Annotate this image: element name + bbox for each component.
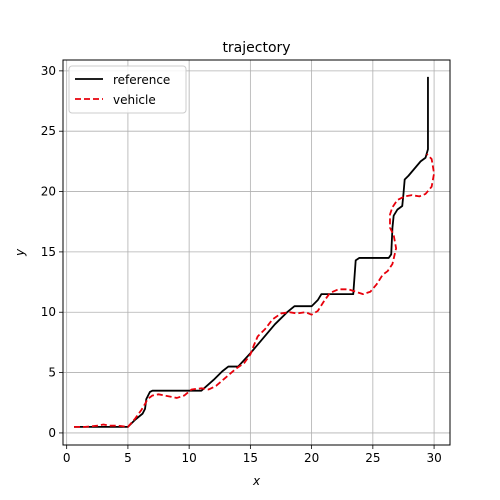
y-tick-label: 30 (41, 64, 56, 78)
x-tick-label: 15 (243, 451, 258, 465)
y-tick-label: 20 (41, 185, 56, 199)
chart-title: trajectory (222, 40, 290, 56)
legend-frame (68, 65, 187, 114)
y-tick-label: 10 (41, 305, 56, 319)
x-tick-label: 20 (304, 451, 319, 465)
plot-frame (62, 59, 451, 446)
series-line-vehicle (74, 153, 435, 428)
x-tick-label: 0 (63, 451, 71, 465)
y-tick-label: 25 (41, 124, 56, 138)
y-tick-label: 0 (48, 426, 56, 440)
grid (63, 60, 450, 445)
legend-label-vehicle: vehicle (113, 93, 156, 107)
x-tick-label: 5 (124, 451, 132, 465)
y-tick-label: 15 (41, 245, 56, 259)
x-tick-label: 25 (365, 451, 380, 465)
x-tick-label: 10 (182, 451, 197, 465)
legend-label-reference: reference (113, 73, 170, 87)
y-tick-label: 5 (48, 366, 56, 380)
ticks: 0 5 10 15 20 25 30 0 5 10 15 20 25 30 (41, 64, 442, 465)
x-axis-label: x (252, 474, 261, 488)
y-axis-label: y (13, 248, 27, 257)
series-layer (74, 76, 435, 428)
legend: reference vehicle (68, 65, 187, 114)
x-tick-label: 30 (426, 451, 441, 465)
